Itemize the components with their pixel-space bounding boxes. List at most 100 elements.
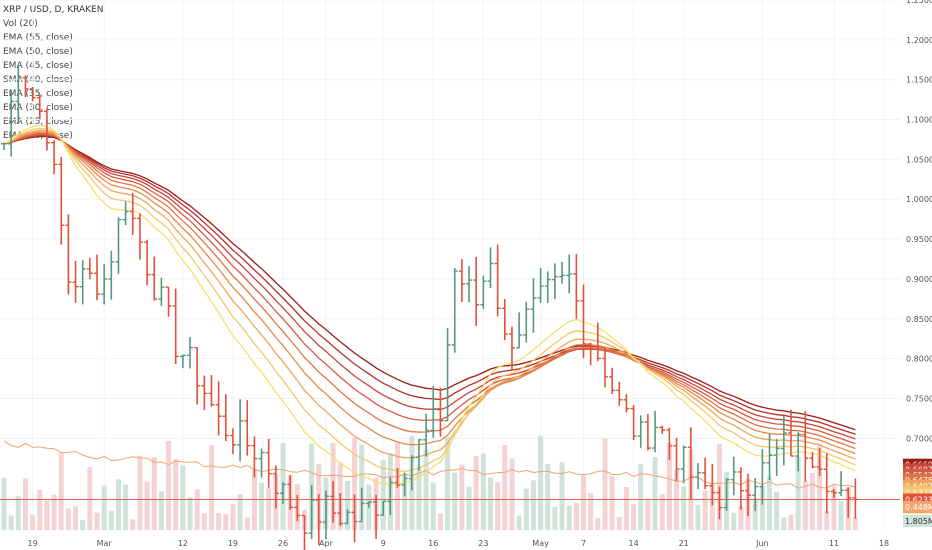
volume-bar (187, 497, 193, 530)
ema-line-50 (3, 134, 856, 440)
volume-bar (702, 490, 708, 530)
volume-bar (344, 481, 350, 530)
x-tick-label: Apr (319, 539, 334, 548)
y-tick-label: 0.70000 (906, 434, 932, 443)
x-tick-label: 19 (28, 539, 38, 548)
volume-tag-label: 0.448M (905, 503, 932, 512)
ema-line-40 (3, 132, 856, 450)
legend-ema-50[interactable]: EMA (50, close) (3, 47, 73, 57)
x-tick-label: 16 (428, 539, 438, 548)
volume-bar (144, 481, 150, 530)
volume-bar (817, 443, 823, 530)
symbol-title[interactable]: XRP / USD, D, KRAKEN (3, 5, 104, 15)
volume-bar (266, 487, 272, 530)
volume-bar (638, 464, 644, 530)
volume-bar (495, 482, 501, 530)
volume-bar (759, 485, 765, 530)
volume-bar (631, 504, 637, 530)
volume-bar (216, 512, 222, 530)
volume-bar (530, 480, 536, 530)
volume-bar (87, 466, 93, 530)
price-tag-label: 0.62333 (905, 495, 932, 504)
volume-bar (545, 463, 551, 530)
volume-bar (73, 506, 79, 530)
volume-bar (65, 508, 71, 530)
volume-bar (573, 502, 579, 530)
volume-bar (652, 457, 658, 530)
x-tick-label: May (532, 539, 549, 548)
volume-bar (1, 478, 7, 530)
volume-bar (58, 452, 64, 530)
y-tick-label: 1.10000 (906, 116, 932, 125)
ema-line-60 (3, 135, 856, 431)
x-tick-label: 26 (278, 539, 288, 548)
legend-ema-45[interactable]: EMA (45, close) (3, 61, 73, 71)
volume-bar (380, 460, 386, 530)
volume-bar (194, 489, 200, 530)
volume-tag[interactable] (903, 515, 932, 527)
volume-bar (445, 437, 451, 530)
y-tick-label: 1.15000 (906, 76, 932, 85)
volume-bar (538, 435, 544, 530)
volume-bar (51, 494, 57, 530)
legend-ema-55[interactable]: EMA (55, close) (3, 33, 73, 43)
volume-bar (659, 494, 665, 530)
volume-bar (831, 485, 837, 530)
legend-ema-30[interactable]: EMA (30, close) (3, 103, 73, 113)
volume-bar (466, 486, 472, 530)
volume-bar (752, 498, 758, 530)
volume-bar (838, 501, 844, 530)
volume-bar (108, 510, 114, 530)
volume-bar (352, 437, 358, 530)
volume-bar (259, 482, 265, 530)
legend-ema-35[interactable]: EMA (35, close) (3, 89, 73, 99)
x-tick-label: 7 (581, 539, 586, 548)
volume-bar (459, 464, 465, 530)
volume-bar (609, 476, 615, 530)
x-tick-label: 9 (381, 539, 386, 548)
ema-line-35 (3, 131, 856, 455)
volume-bar (767, 476, 773, 530)
volume-bar (130, 519, 136, 530)
x-tick-label: 11 (829, 539, 839, 548)
volume-bar (137, 455, 143, 530)
volume-bar (824, 511, 830, 530)
volume-bar (480, 453, 486, 530)
volume-bar (423, 449, 429, 530)
ema-line-30 (3, 129, 856, 460)
x-tick-label: 19 (228, 539, 238, 548)
volume-bar (809, 472, 815, 530)
volume-bar (15, 496, 21, 530)
volume-bar (788, 514, 794, 530)
volume-bar (201, 513, 207, 530)
volume-bar (101, 485, 107, 530)
ema-line-55 (3, 135, 856, 435)
volume-tag[interactable] (903, 501, 932, 513)
volume-bar (22, 478, 28, 530)
legend-volume[interactable]: Vol (20) (3, 19, 38, 29)
volume-bar (581, 475, 587, 530)
volume-bar (523, 488, 529, 530)
volume-bar (8, 515, 14, 530)
volume-bar (158, 491, 164, 530)
volume-bar (738, 506, 744, 530)
volume-bar (166, 440, 172, 530)
volume-bar (244, 517, 250, 530)
volume-bar (588, 493, 594, 530)
x-tick-label: Jun (755, 539, 769, 548)
volume-bar (430, 482, 436, 530)
y-tick-label: 1.05000 (906, 155, 932, 164)
x-tick-label: Mar (97, 539, 113, 548)
volume-bar (230, 504, 236, 530)
x-tick-label: 14 (628, 539, 638, 548)
volume-bar (695, 504, 701, 530)
x-tick-label: 23 (478, 539, 488, 548)
legend-ema-25[interactable]: EMA (25, close) (3, 117, 73, 127)
